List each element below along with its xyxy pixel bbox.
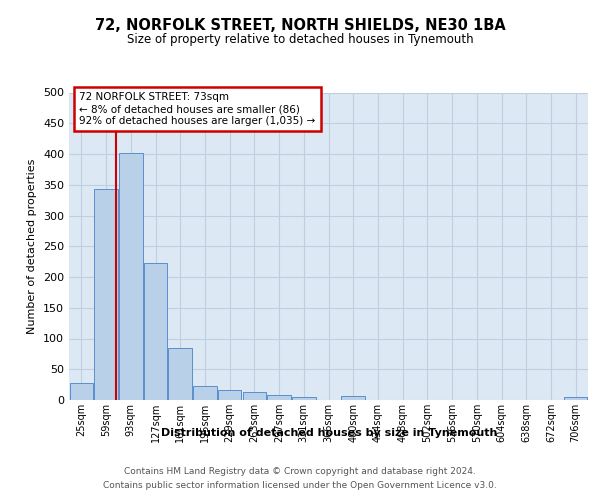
- Bar: [193, 386, 217, 400]
- Text: Size of property relative to detached houses in Tynemouth: Size of property relative to detached ho…: [127, 32, 473, 46]
- Text: 72 NORFOLK STREET: 73sqm
← 8% of detached houses are smaller (86)
92% of detache: 72 NORFOLK STREET: 73sqm ← 8% of detache…: [79, 92, 316, 126]
- Bar: [169, 348, 192, 400]
- Text: 72, NORFOLK STREET, NORTH SHIELDS, NE30 1BA: 72, NORFOLK STREET, NORTH SHIELDS, NE30 …: [95, 18, 505, 32]
- Bar: [218, 390, 241, 400]
- Bar: [70, 383, 93, 400]
- Bar: [341, 396, 365, 400]
- Text: Distribution of detached houses by size in Tynemouth: Distribution of detached houses by size …: [161, 428, 497, 438]
- Bar: [94, 189, 118, 400]
- Bar: [242, 392, 266, 400]
- Bar: [292, 397, 316, 400]
- Bar: [119, 154, 143, 400]
- Y-axis label: Number of detached properties: Number of detached properties: [28, 158, 37, 334]
- Text: Contains HM Land Registry data © Crown copyright and database right 2024.: Contains HM Land Registry data © Crown c…: [124, 468, 476, 476]
- Bar: [564, 397, 587, 400]
- Bar: [268, 395, 291, 400]
- Text: Contains public sector information licensed under the Open Government Licence v3: Contains public sector information licen…: [103, 481, 497, 490]
- Bar: [144, 264, 167, 400]
